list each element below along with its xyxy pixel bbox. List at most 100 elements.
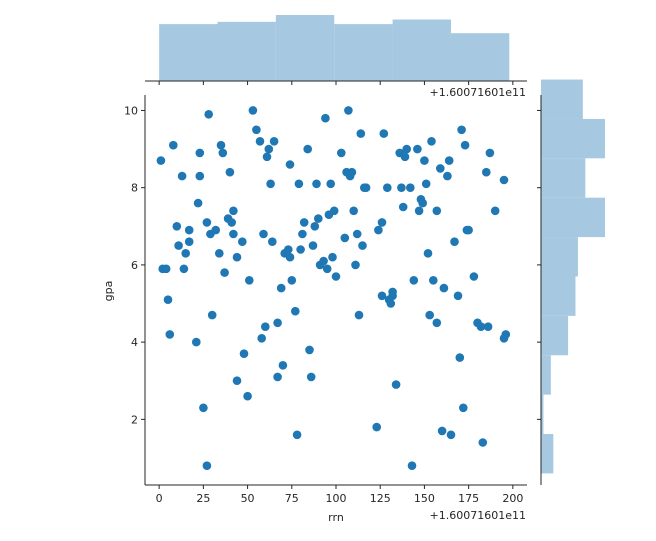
data-point — [402, 144, 412, 154]
data-point — [425, 310, 435, 320]
data-point — [352, 229, 362, 239]
data-point — [457, 125, 466, 135]
data-point — [218, 148, 228, 158]
y-hist-bar — [541, 355, 551, 395]
data-point — [181, 249, 190, 258]
data-point — [347, 167, 357, 177]
data-point — [238, 237, 247, 246]
data-point — [413, 144, 422, 154]
data-point — [266, 179, 275, 189]
data-point — [314, 214, 323, 223]
data-point — [202, 461, 212, 471]
data-point — [485, 148, 495, 158]
x-marginal-histogram — [145, 15, 527, 85]
data-point — [255, 137, 265, 146]
data-point — [397, 183, 406, 192]
data-point — [296, 245, 305, 254]
x-hist-bar — [392, 19, 451, 81]
data-point — [321, 113, 330, 123]
data-point — [268, 237, 277, 246]
y-tick-label: 4 — [131, 336, 138, 349]
data-point — [161, 264, 171, 274]
scatter-axes: 0 25 50 75 100 125 150 175 200 2 4 6 8 10 — [124, 95, 527, 505]
data-point — [501, 330, 511, 339]
data-point — [232, 376, 242, 386]
data-point — [195, 148, 205, 158]
x-hist-bar — [275, 15, 335, 81]
x-hist-bar — [159, 24, 218, 82]
data-point — [483, 322, 493, 332]
data-point — [192, 337, 201, 347]
data-point — [499, 175, 509, 185]
data-point — [432, 206, 442, 216]
data-point — [303, 144, 313, 154]
data-point — [276, 283, 286, 293]
y-marginal-histogram — [537, 79, 605, 485]
data-point — [351, 260, 360, 270]
data-point — [259, 229, 268, 239]
data-point — [199, 403, 208, 413]
data-point — [436, 164, 445, 173]
data-point — [400, 152, 410, 162]
data-point — [269, 137, 279, 146]
data-point — [328, 252, 337, 262]
data-point — [220, 268, 229, 277]
y-hist-bar — [541, 237, 578, 277]
data-point — [429, 276, 438, 285]
x-tick-label: 200 — [502, 492, 523, 505]
data-point — [423, 249, 433, 258]
data-point — [444, 156, 454, 165]
data-point — [326, 179, 336, 189]
x-tick-label: 100 — [326, 492, 347, 505]
data-point — [229, 206, 238, 216]
data-point — [215, 249, 224, 258]
data-point — [184, 225, 194, 235]
data-point — [204, 110, 213, 119]
y-hist-bar — [541, 276, 576, 316]
y-hist-bar — [541, 394, 544, 435]
data-point — [356, 129, 366, 138]
y-hist-bar — [541, 79, 583, 119]
y-tick-label: 6 — [131, 259, 138, 272]
data-point — [460, 140, 470, 150]
data-point — [427, 137, 436, 146]
data-point — [478, 438, 488, 447]
data-point — [354, 310, 364, 320]
data-point — [172, 222, 182, 231]
data-point — [216, 140, 226, 150]
data-point — [156, 156, 166, 165]
data-point — [248, 106, 258, 115]
data-point — [476, 322, 486, 332]
data-point — [361, 183, 371, 192]
data-point — [469, 272, 479, 281]
data-point — [379, 129, 389, 138]
data-point — [372, 422, 382, 432]
y-hist-bar — [541, 118, 605, 159]
data-point — [383, 183, 392, 192]
data-point — [331, 272, 341, 281]
data-point — [273, 318, 282, 328]
data-point — [312, 179, 321, 189]
data-point — [398, 202, 408, 212]
data-point — [358, 241, 367, 250]
x-tick-label: 175 — [458, 492, 479, 505]
data-point — [261, 322, 270, 332]
data-point — [388, 287, 397, 297]
data-point — [278, 361, 288, 370]
data-point — [306, 372, 316, 382]
x-tick-label: 50 — [241, 492, 255, 505]
x-hist-bar — [217, 21, 276, 81]
data-point — [169, 140, 178, 150]
data-point — [450, 237, 459, 246]
data-point — [294, 179, 304, 189]
data-point — [292, 430, 302, 440]
data-point — [202, 218, 212, 227]
data-point — [414, 206, 424, 216]
data-point — [310, 222, 320, 231]
data-point — [227, 218, 236, 227]
data-point — [464, 225, 473, 235]
data-point — [459, 403, 468, 413]
data-point — [308, 241, 318, 250]
data-point — [179, 264, 189, 274]
data-point — [299, 218, 309, 227]
